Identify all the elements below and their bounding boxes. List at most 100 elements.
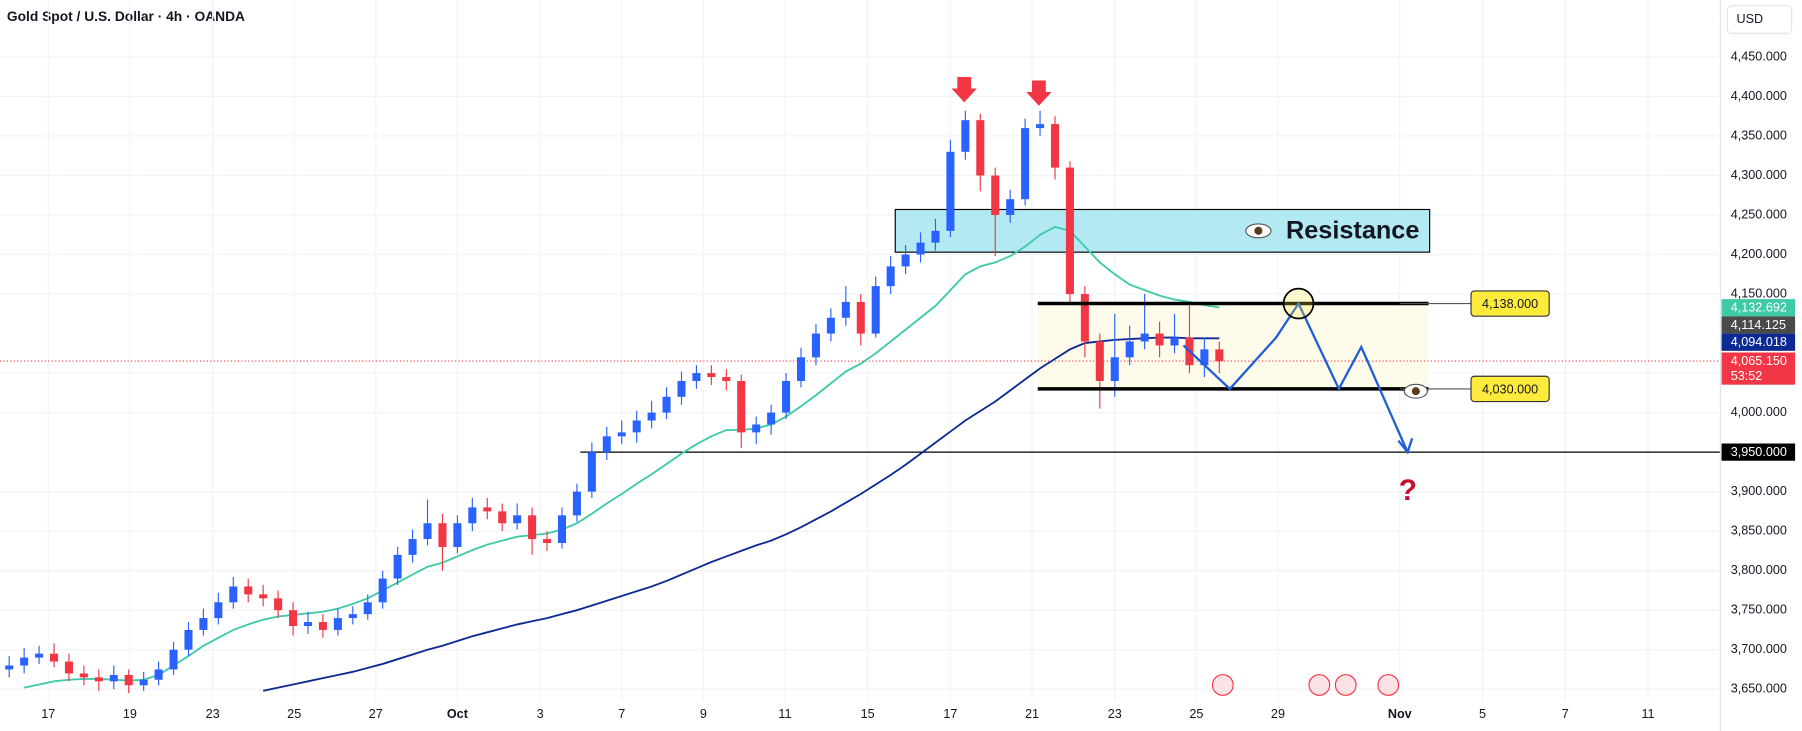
x-tick-label: 15 <box>861 707 875 721</box>
candle-body <box>49 653 59 662</box>
candle-body <box>1110 357 1119 381</box>
price-marker-label: 4,114.125 <box>1731 318 1786 332</box>
x-tick-label: 25 <box>287 707 301 721</box>
y-tick-label: 4,450.000 <box>1731 49 1787 63</box>
y-tick-label: 4,200.000 <box>1731 247 1787 261</box>
price-marker <box>1721 316 1796 334</box>
candle-body <box>259 594 268 599</box>
y-tick-label: 3,800.000 <box>1731 563 1787 577</box>
price-axis: 3,650.000 3,700.000 3,750.000 3,800.000 3,85… <box>41 0 1796 731</box>
candle-body <box>901 254 910 267</box>
candle-body <box>1125 341 1134 358</box>
y-tick-label: 4,150.000 <box>1731 286 1787 300</box>
y-tick-label: 3,700.000 <box>1731 642 1787 656</box>
top-arrow <box>1026 80 1052 106</box>
candle-body <box>199 618 208 630</box>
eye-pupil <box>1254 226 1263 235</box>
candle-body <box>1140 333 1149 342</box>
candle-body <box>752 424 761 433</box>
candle-body <box>1170 337 1179 346</box>
candle-body <box>468 507 477 524</box>
candle-body <box>513 515 522 524</box>
candle-body <box>1095 341 1104 381</box>
eye-pupil <box>1411 387 1420 396</box>
price-marker-label: 4,132.692 <box>1731 301 1787 315</box>
candle-body <box>5 665 14 670</box>
y-tick-label: 3,750.000 <box>1731 603 1787 617</box>
chart-title: Gold Spot / U.S. Dollar · 4h · OANDA <box>7 9 245 24</box>
candle-body <box>811 333 820 358</box>
price-marker <box>1721 333 1796 351</box>
candle-body <box>722 377 731 381</box>
currency-box[interactable] <box>1726 5 1793 34</box>
x-tick-label: 21 <box>1025 707 1039 721</box>
x-tick-label: 23 <box>206 707 220 721</box>
candle-body <box>109 674 118 682</box>
x-tick-label: 11 <box>778 707 791 721</box>
candle-body <box>931 230 940 243</box>
candle-body <box>856 301 865 334</box>
level-label: 4,138.000 <box>1482 297 1538 311</box>
x-tick-label: 29 <box>1271 707 1285 721</box>
candle-body <box>946 151 955 231</box>
candle-body <box>916 242 925 255</box>
candle-body <box>796 357 806 381</box>
candle-body <box>991 175 1000 216</box>
y-tick-label: 4,300.000 <box>1731 168 1787 182</box>
candle-body <box>184 629 193 650</box>
candle-body <box>886 266 895 287</box>
x-tick-label: Nov <box>1388 707 1412 721</box>
x-tick-label: 7 <box>1562 707 1569 721</box>
candle-body <box>662 396 671 413</box>
y-tick-label: 3,900.000 <box>1731 484 1787 498</box>
price-marker-label: 4,094.018 <box>1731 335 1787 349</box>
candle-body <box>587 452 596 492</box>
x-tick-label: 17 <box>943 707 957 721</box>
plot: Resistance 4,138.000 4,030.000? <box>0 0 1721 702</box>
candle-body <box>692 373 701 381</box>
x-tick-label: 25 <box>1189 707 1203 721</box>
candle-body <box>1021 128 1030 200</box>
y-tick-label: 4,000.000 <box>1731 405 1787 419</box>
candle-body <box>124 674 133 686</box>
price-marker-label: 3,950.000 <box>1731 445 1787 459</box>
candle-body <box>483 507 492 512</box>
event-icons <box>1211 674 1400 696</box>
candle-body <box>498 511 507 524</box>
candle-body <box>737 380 746 433</box>
candle-body <box>572 491 581 516</box>
x-tick-label: 11 <box>1641 707 1654 721</box>
x-tick-label: 23 <box>1108 707 1122 721</box>
candle-body <box>438 523 447 547</box>
candle-body <box>1155 333 1164 346</box>
candle-body <box>528 515 537 540</box>
moving-average <box>262 336 1220 692</box>
top-arrow <box>951 77 977 103</box>
moving-average <box>23 225 1220 689</box>
candle-body <box>244 586 253 595</box>
projection-path <box>1182 301 1409 453</box>
currency: USD <box>1736 12 1763 26</box>
y-tick-label: 4,350.000 <box>1731 128 1787 142</box>
price-marker <box>1721 299 1796 317</box>
projection-arrowhead <box>1397 437 1414 455</box>
candle-body <box>289 610 298 626</box>
candle-body <box>333 618 342 630</box>
candle-body <box>318 622 327 630</box>
candle-body <box>782 380 791 413</box>
x-tick-label: Oct <box>447 707 469 721</box>
x-tick-label: 7 <box>618 707 625 721</box>
candle-body <box>647 412 656 421</box>
candle-body <box>348 614 357 619</box>
candle-body <box>1065 167 1074 295</box>
x-tick-label: 5 <box>1479 707 1486 721</box>
level-label-box <box>1470 375 1550 403</box>
candle-body <box>976 120 985 176</box>
candle-body <box>393 554 402 579</box>
candle-body <box>602 436 611 453</box>
candle-body <box>64 661 73 674</box>
candle-body <box>169 649 178 670</box>
zone-label: Resistance <box>1286 217 1419 245</box>
candle-body <box>677 380 686 397</box>
candle-body <box>378 578 387 603</box>
